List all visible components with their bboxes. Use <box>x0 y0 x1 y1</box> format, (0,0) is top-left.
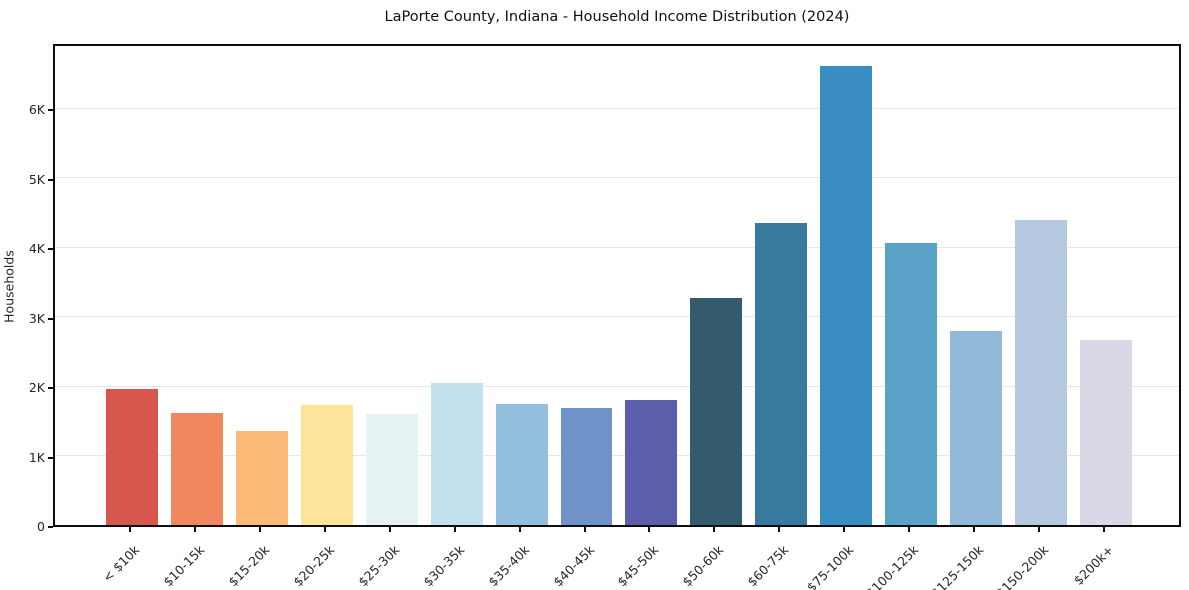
x-tick-mark <box>388 527 391 532</box>
x-tick-label: $50-60k <box>679 542 727 590</box>
chart-title: LaPorte County, Indiana - Household Inco… <box>384 9 850 25</box>
x-tick-label: $75-100k <box>803 542 857 590</box>
gridline-3K <box>55 316 1179 318</box>
x-tick-label: $15-20k <box>225 542 273 590</box>
bar-$25-30k <box>365 413 418 525</box>
x-tick-label: < $10k <box>99 542 143 586</box>
x-tick-mark <box>323 527 326 532</box>
y-tick-mark <box>48 456 53 459</box>
gridline-1K <box>55 455 1179 457</box>
x-tick-label: $30-35k <box>420 542 468 590</box>
bar-$150-200k <box>1014 219 1067 525</box>
x-tick-mark <box>129 527 132 532</box>
bar-$15-20k <box>236 431 288 525</box>
bar-$60-75k <box>755 223 808 525</box>
gridline-6K <box>55 107 1179 109</box>
y-tick-label: 1K <box>28 449 45 465</box>
y-tick-label: 4K <box>28 241 45 256</box>
bar-$45-50k <box>625 399 678 525</box>
x-tick-label: $125-150k <box>927 542 987 590</box>
y-tick-mark <box>48 109 53 112</box>
y-tick-label: 2K <box>28 380 45 395</box>
x-tick-mark <box>778 527 781 532</box>
y-tick-label: 6K <box>28 102 45 118</box>
y-tick-mark <box>48 178 53 181</box>
bar-$30-35k <box>430 383 483 525</box>
x-tick-mark <box>518 527 521 532</box>
bar-$75-100k <box>820 66 873 525</box>
x-tick-mark <box>648 527 651 532</box>
bar-$20-25k <box>300 405 353 525</box>
x-tick-mark <box>453 527 456 532</box>
y-tick-mark <box>48 317 53 320</box>
x-tick-mark <box>1037 527 1040 532</box>
y-tick-mark <box>48 526 53 528</box>
plot-area <box>53 44 1181 527</box>
bar-$10-15k <box>171 413 224 525</box>
x-tick-label: $100-125k <box>863 542 922 590</box>
x-tick-label: $25-30k <box>355 542 403 590</box>
bar-$100-125k <box>885 242 937 525</box>
bar-< $10k <box>106 388 159 525</box>
x-tick-mark <box>713 527 716 532</box>
y-tick-mark <box>48 387 53 389</box>
x-tick-mark <box>1102 527 1105 532</box>
x-tick-label: $150-200k <box>992 542 1052 590</box>
bar-$40-45k <box>560 407 613 525</box>
gridline-2K <box>55 385 1179 387</box>
bar-$125-150k <box>950 331 1002 525</box>
bar-$50-60k <box>690 297 743 525</box>
x-tick-mark <box>843 527 846 532</box>
y-tick-label: 5K <box>28 171 45 187</box>
bar-$200k+ <box>1079 340 1132 525</box>
x-tick-label: $40-45k <box>549 542 597 590</box>
x-tick-label: $20-25k <box>290 542 338 590</box>
gridline-5K <box>55 177 1179 179</box>
x-tick-mark <box>972 527 975 532</box>
x-tick-label: $35-40k <box>484 542 532 590</box>
bar-$35-40k <box>495 404 548 525</box>
y-tick-mark <box>48 248 53 250</box>
x-tick-label: $60-75k <box>744 542 792 590</box>
x-tick-label: $10-15k <box>160 542 208 590</box>
x-tick-mark <box>194 527 197 532</box>
x-tick-mark <box>908 527 911 532</box>
y-tick-label: 3K <box>28 310 45 326</box>
x-tick-mark <box>583 527 586 532</box>
x-tick-label: $45-50k <box>614 542 662 590</box>
x-tick-label: $200k+ <box>1070 542 1117 588</box>
y-tick-label: 0 <box>37 519 45 534</box>
x-tick-mark <box>259 527 262 532</box>
gridline-4K <box>55 246 1179 248</box>
